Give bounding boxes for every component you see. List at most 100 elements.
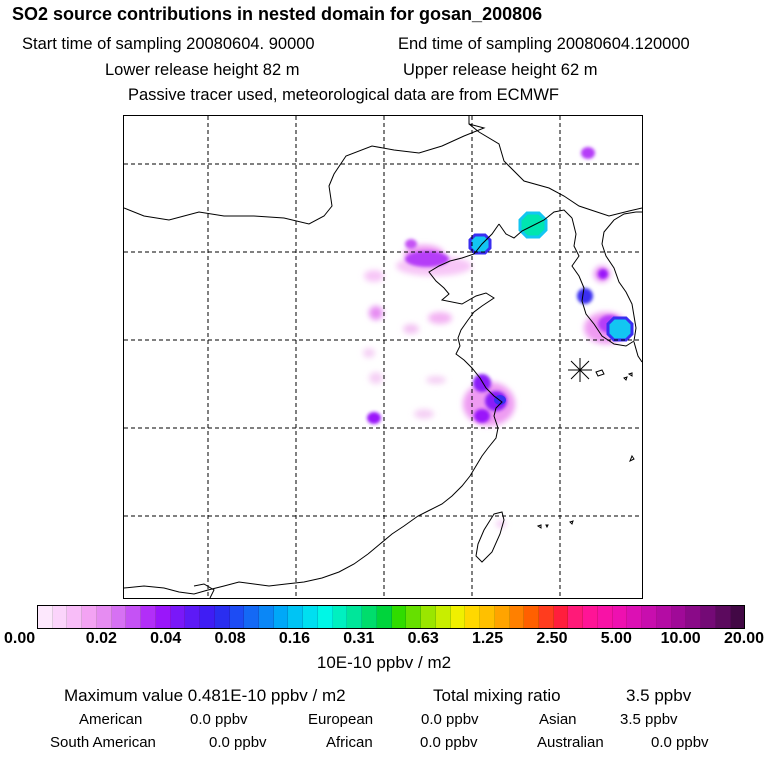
- colorbar-tick-label: 2.50: [536, 630, 568, 647]
- colorbar-swatch: [82, 606, 97, 628]
- coastlines: [124, 116, 642, 598]
- end-time: End time of sampling 20080604.120000: [398, 35, 690, 53]
- colorbar-swatch: [701, 606, 716, 628]
- north-korea-border: [468, 123, 642, 217]
- colorbar-swatch: [627, 606, 643, 628]
- colorbar-tick-label: 0.02: [85, 630, 117, 647]
- colorbar-tick-label: 0.00: [4, 630, 36, 647]
- plume-beijing-core: [405, 251, 449, 267]
- colorbar-swatch: [568, 606, 584, 628]
- colorbar-tick-label: 0.16: [278, 630, 311, 647]
- colorbar-swatch: [553, 606, 569, 628]
- colorbar-swatch: [435, 606, 451, 628]
- plume-north-china-dot: [405, 239, 417, 249]
- colorbar-swatch: [465, 606, 481, 628]
- colorbar-swatch: [288, 606, 304, 628]
- colorbar-swatch: [642, 606, 657, 628]
- total-mixing-label: Total mixing ratio: [433, 686, 561, 705]
- region-african-name: African: [326, 734, 373, 751]
- map-svg: [124, 116, 642, 598]
- china-mongolia-border: [124, 116, 486, 225]
- colorbar-swatch: [656, 606, 672, 628]
- colorbar-tick-label: 0.08: [214, 630, 246, 647]
- plume-inland-b: [403, 324, 419, 334]
- colorbar-swatch: [126, 606, 142, 628]
- colorbar-swatch: [52, 606, 68, 628]
- plume-inland-core: [367, 412, 381, 424]
- ryukyu-islands-a: [627, 372, 633, 377]
- hotspot-busan: [606, 316, 634, 342]
- region-australian-value: 0.0 ppbv: [651, 734, 709, 751]
- colorbar-units: 10E-10 ppbv / m2: [316, 653, 452, 672]
- maximum-value: Maximum value 0.481E-10 ppbv / m2: [64, 686, 346, 705]
- colorbar-tick-label: 10.00: [660, 630, 701, 647]
- colorbar-swatch: [494, 606, 510, 628]
- colorbar-swatch: [730, 606, 745, 628]
- plume-inland-c: [363, 348, 375, 358]
- colorbar: [37, 605, 745, 629]
- lower-release-height: Lower release height 82 m: [105, 61, 300, 79]
- colorbar-swatch: [229, 606, 245, 628]
- start-time: Start time of sampling 20080604. 90000: [22, 35, 315, 53]
- region-american-name: American: [79, 711, 143, 728]
- region-african-value: 0.0 ppbv: [420, 734, 478, 751]
- plume-korea-east-dot: [598, 269, 608, 279]
- plume-shandong-light: [428, 312, 452, 324]
- colorbar-swatch: [96, 606, 112, 628]
- colorbar-swatch: [273, 606, 289, 628]
- colorbar-swatch: [538, 606, 554, 628]
- plume-inland-d: [369, 372, 383, 384]
- colorbar-tick-label: 5.00: [600, 630, 632, 647]
- colorbar-tick-label: 0.63: [407, 630, 439, 647]
- ryukyu-islands-c: [629, 454, 635, 463]
- colorbar-tick-label: 1.25: [471, 630, 504, 647]
- chart-title: SO2 source contributions in nested domai…: [12, 4, 543, 24]
- colorbar-swatch: [303, 606, 318, 628]
- plume-south-light: [414, 409, 434, 419]
- colorbar-swatch: [597, 606, 613, 628]
- colorbar-swatch: [583, 606, 598, 628]
- plume-nanjing-core: [474, 409, 490, 423]
- tracer-note: Passive tracer used, meteorological data…: [128, 86, 559, 104]
- colorbar-swatch: [480, 606, 495, 628]
- ryukyu-islands-f: [569, 520, 574, 525]
- plume-yangtze-core: [473, 374, 491, 392]
- taiwan: [475, 511, 505, 563]
- graticule: [124, 116, 642, 598]
- colorbar-swatch: [155, 606, 171, 628]
- colorbar-swatch: [421, 606, 436, 628]
- colorbar-swatch: [200, 606, 215, 628]
- colorbar-swatch: [259, 606, 274, 628]
- colorbar-swatch: [524, 606, 539, 628]
- colorbar-swatch: [406, 606, 422, 628]
- hainan-island: [193, 583, 215, 598]
- colorbar-swatch: [347, 606, 363, 628]
- region-european-value: 0.0 ppbv: [421, 711, 479, 728]
- plume-inland-e: [426, 376, 446, 384]
- south-coast: [124, 553, 369, 595]
- colorbar-swatch: [67, 606, 83, 628]
- colorbar-tick-label: 0.04: [150, 630, 182, 647]
- liaodong-peninsula: [498, 209, 573, 239]
- colorbar-swatch: [686, 606, 702, 628]
- jeju-island: [595, 369, 605, 377]
- colorbar-swatch: [317, 606, 333, 628]
- plume-korea-mid: [577, 288, 593, 304]
- plume-taiwan-light: [496, 520, 506, 528]
- colorbar-tick-label: 0.31: [343, 630, 375, 647]
- colorbar-swatch: [332, 606, 348, 628]
- region-asian-name: Asian: [539, 711, 577, 728]
- colorbar-swatch: [715, 606, 731, 628]
- map-panel: [123, 115, 643, 599]
- plume-northeast-core: [581, 147, 595, 159]
- colorbar-tick-label: 20.00: [723, 630, 764, 647]
- region-south-american-value: 0.0 ppbv: [209, 734, 267, 751]
- bohai-coast: [367, 223, 503, 555]
- ryukyu-islands-e: [545, 524, 549, 529]
- region-south-american-name: South American: [50, 734, 156, 751]
- ryukyu-islands-b: [623, 376, 628, 381]
- upper-release-height: Upper release height 62 m: [403, 61, 598, 79]
- korea-west-coast: [571, 211, 642, 347]
- colorbar-swatch: [612, 606, 628, 628]
- colorbar-swatch: [376, 606, 392, 628]
